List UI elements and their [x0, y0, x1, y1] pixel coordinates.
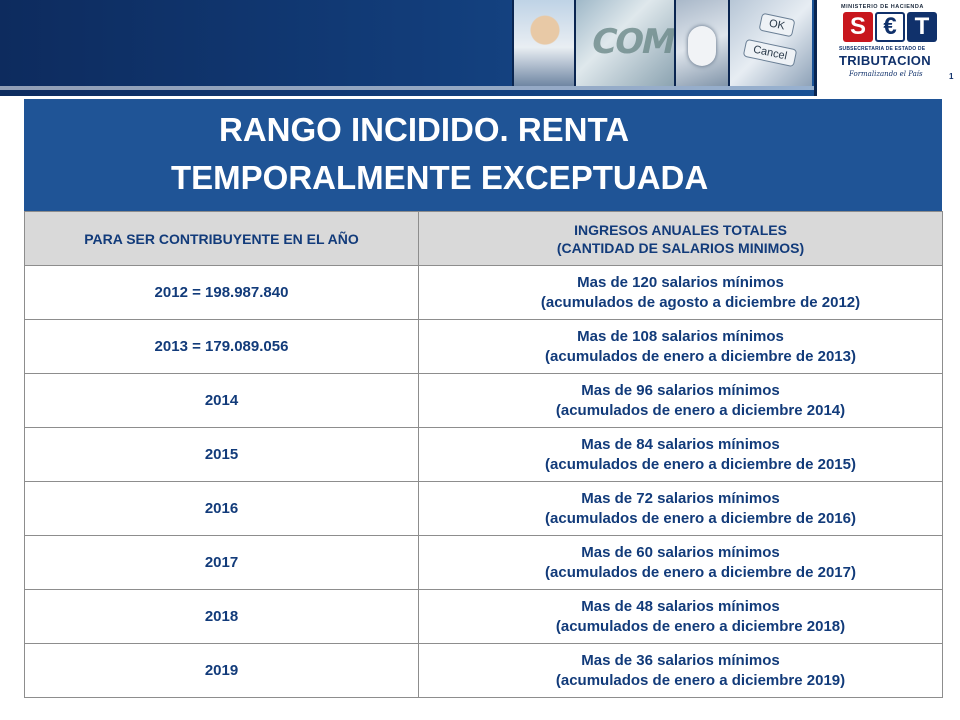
row-income: Mas de 96 salarios mínimos (acumulados d…	[418, 373, 943, 428]
row-income-line-2: (acumulados de enero a diciembre de 2016…	[545, 509, 856, 527]
row-income-line-1: Mas de 36 salarios mínimos	[581, 651, 780, 669]
row-income-line-2: (acumulados de enero a diciembre de 2013…	[545, 347, 856, 365]
row-income: Mas de 72 salarios mínimos (acumulados d…	[418, 481, 943, 536]
row-income-line-1: Mas de 84 salarios mínimos	[581, 435, 780, 453]
header-income-line-1: INGRESOS ANUALES TOTALES	[574, 221, 787, 238]
row-income: Mas de 120 salarios mínimos (acumulados …	[418, 265, 943, 320]
row-income: Mas de 60 salarios mínimos (acumulados d…	[418, 535, 943, 590]
table-header-row: PARA SER CONTRIBUYENTE EN EL AÑO INGRESO…	[24, 211, 943, 266]
banner-stripe	[0, 86, 960, 90]
page-number: 1	[949, 72, 954, 81]
row-income: Mas de 36 salarios mínimos (acumulados d…	[418, 643, 943, 698]
table-row: 2016 Mas de 72 salarios mínimos (acumula…	[24, 481, 943, 536]
row-income-line-2: (acumulados de enero a diciembre de 2015…	[545, 455, 856, 473]
slide-title-box: RANGO INCIDIDO. RENTA TEMPORALMENTE EXCE…	[24, 99, 942, 211]
income-range-table: PARA SER CONTRIBUYENTE EN EL AÑO INGRESO…	[24, 211, 943, 698]
table-row: 2015 Mas de 84 salarios mínimos (acumula…	[24, 427, 943, 482]
row-income-line-1: Mas de 96 salarios mínimos	[581, 381, 780, 399]
computer-mouse-photo	[674, 0, 730, 86]
row-year: 2014	[24, 373, 419, 428]
row-year: 2015	[24, 427, 419, 482]
row-year: 2019	[24, 643, 419, 698]
logo-tributacion-text: TRIBUTACION	[839, 53, 931, 68]
com-text: COM	[587, 22, 676, 62]
header-year: PARA SER CONTRIBUYENTE EN EL AÑO	[24, 211, 419, 266]
com-keys-photo: COM	[574, 0, 676, 86]
logo-ministry-text: MINISTERIO DE HACIENDA	[841, 4, 924, 10]
row-year: 2016	[24, 481, 419, 536]
cancel-key-label: Cancel	[742, 38, 798, 68]
row-income-line-1: Mas de 108 salarios mínimos	[577, 327, 784, 345]
row-income: Mas de 108 salarios mínimos (acumulados …	[418, 319, 943, 374]
row-income: Mas de 84 salarios mínimos (acumulados d…	[418, 427, 943, 482]
table-row: 2014 Mas de 96 salarios mínimos (acumula…	[24, 373, 943, 428]
row-income-line-2: (acumulados de enero a diciembre 2014)	[555, 401, 846, 419]
table-row: 2012 = 198.987.840 Mas de 120 salarios m…	[24, 265, 943, 320]
row-income: Mas de 48 salarios mínimos (acumulados d…	[418, 589, 943, 644]
logo-set-letters: S € T	[843, 12, 937, 42]
row-income-line-1: Mas de 120 salarios mínimos	[577, 273, 784, 291]
row-income-line-2: (acumulados de agosto a diciembre de 201…	[540, 293, 861, 311]
ok-cancel-photo: OK Cancel	[728, 0, 812, 86]
row-income-line-1: Mas de 72 salarios mínimos	[581, 489, 780, 507]
top-banner: COM OK Cancel MINISTERIO DE HACIENDA S €…	[0, 0, 960, 96]
row-year: 2012 = 198.987.840	[24, 265, 419, 320]
row-income-line-1: Mas de 60 salarios mínimos	[581, 543, 780, 561]
logo-slogan: Formalizando el País	[849, 70, 923, 78]
row-income-line-2: (acumulados de enero a diciembre 2019)	[555, 671, 846, 689]
table-row: 2019 Mas de 36 salarios mínimos (acumula…	[24, 643, 943, 698]
table-row: 2018 Mas de 48 salarios mínimos (acumula…	[24, 589, 943, 644]
slide-title-line-1: RANGO INCIDIDO. RENTA	[219, 111, 630, 148]
header-income-line-2: (CANTIDAD DE SALARIOS MINIMOS)	[556, 239, 805, 256]
row-income-line-2: (acumulados de enero a diciembre 2018)	[555, 617, 846, 635]
logo-letter-e: €	[875, 12, 905, 42]
logo-subsecretaria-text: SUBSECRETARIA DE ESTADO DE	[839, 46, 926, 52]
row-year: 2018	[24, 589, 419, 644]
table-row: 2017 Mas de 60 salarios mínimos (acumula…	[24, 535, 943, 590]
logo-letter-s: S	[843, 12, 873, 42]
row-year: 2013 = 179.089.056	[24, 319, 419, 374]
row-year: 2017	[24, 535, 419, 590]
logo-letter-t: T	[907, 12, 937, 42]
ok-key-label: OK	[758, 12, 796, 38]
table-row: 2013 = 179.089.056 Mas de 108 salarios m…	[24, 319, 943, 374]
call-center-photo	[512, 0, 576, 86]
header-income: INGRESOS ANUALES TOTALES (CANTIDAD DE SA…	[418, 211, 943, 266]
row-income-line-2: (acumulados de enero a diciembre de 2017…	[545, 563, 856, 581]
set-logo: MINISTERIO DE HACIENDA S € T SUBSECRETAR…	[814, 0, 960, 96]
row-income-line-1: Mas de 48 salarios mínimos	[581, 597, 780, 615]
slide-title-line-2: TEMPORALMENTE EXCEPTUADA	[171, 159, 709, 196]
